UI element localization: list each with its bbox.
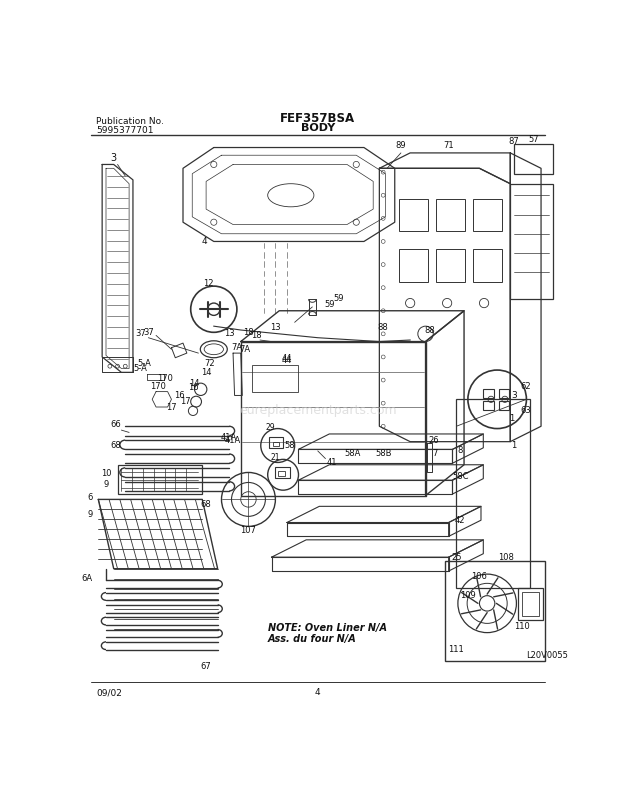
Text: 59: 59 [334,294,343,303]
Text: 9: 9 [87,511,93,519]
Text: 14: 14 [189,379,200,389]
Text: 13: 13 [270,324,281,332]
Text: 106: 106 [472,572,487,581]
Text: 8: 8 [458,446,463,455]
Text: 6: 6 [87,492,93,502]
Bar [445,561,545,661]
Text: 6A: 6A [82,574,93,583]
Bar [518,588,542,620]
Text: L20V0055: L20V0055 [526,651,567,661]
Text: 58: 58 [285,441,295,450]
Bar [399,249,428,282]
Text: 67: 67 [201,662,211,671]
Bar [436,199,465,232]
Bar [498,400,510,410]
Text: 5-A: 5-A [138,358,151,368]
Text: 16: 16 [174,391,185,400]
Text: 88: 88 [377,324,388,332]
Bar [510,184,552,299]
Text: 29: 29 [265,423,275,432]
Text: 111: 111 [448,645,464,654]
Text: 12: 12 [203,278,214,288]
Bar [269,437,283,448]
Text: 107: 107 [241,526,257,534]
Text: 41A: 41A [221,433,237,442]
Text: 37: 37 [143,328,154,337]
Bar [275,467,290,478]
Text: 63: 63 [520,406,531,416]
Text: 88: 88 [424,325,435,335]
Text: 1: 1 [509,414,515,423]
Text: 10: 10 [100,469,111,478]
Text: 42: 42 [455,515,466,525]
Text: 4: 4 [315,688,321,697]
Text: 7A: 7A [231,343,242,352]
Text: 7A: 7A [239,345,250,354]
Text: 14: 14 [201,368,211,377]
Text: 57: 57 [528,136,539,144]
Text: 44: 44 [281,354,292,363]
Bar [436,249,465,282]
Bar [273,442,279,446]
Text: 41A: 41A [225,435,241,445]
Text: Ass. du four N/A: Ass. du four N/A [268,634,356,644]
Text: 59: 59 [324,300,335,309]
Text: 18: 18 [251,331,262,340]
Text: 71: 71 [443,140,454,150]
Text: 5-A: 5-A [134,364,148,373]
Text: 58A: 58A [344,449,361,458]
Text: 25: 25 [451,553,462,561]
Bar [514,144,552,174]
Text: 21: 21 [271,453,280,462]
Text: BODY: BODY [301,123,335,133]
Text: 26: 26 [428,435,438,445]
Text: 18: 18 [243,328,254,337]
Text: 5995377701: 5995377701 [96,126,154,135]
Bar [522,592,539,616]
Text: 41: 41 [326,458,337,467]
Text: 89: 89 [396,140,406,150]
Text: 68: 68 [110,441,122,450]
Bar [456,400,529,588]
Text: 16: 16 [188,383,198,393]
Text: 17: 17 [180,397,190,406]
Text: 58B: 58B [375,449,391,458]
Text: 108: 108 [498,553,515,561]
Bar [399,199,428,232]
Bar [472,249,502,282]
Text: 62: 62 [520,381,531,391]
Bar [472,199,502,232]
Text: 170: 170 [149,381,166,391]
Text: 1: 1 [512,441,516,450]
Text: 7: 7 [432,449,438,458]
Text: 109: 109 [460,591,476,600]
Text: 9: 9 [104,480,108,488]
Text: eureplacementparts.com: eureplacementparts.com [239,404,397,417]
Text: 17: 17 [166,403,177,412]
Text: 58C: 58C [452,472,469,481]
Text: 37: 37 [135,329,146,339]
Bar [118,465,202,494]
Text: 13: 13 [224,329,234,339]
Text: 4: 4 [202,237,207,246]
Text: 3: 3 [512,391,517,400]
Text: 44: 44 [281,356,292,366]
Text: NOTE: Oven Liner N/A: NOTE: Oven Liner N/A [268,623,387,633]
Bar [498,389,510,398]
Text: 110: 110 [514,622,529,631]
Text: 87: 87 [509,137,520,146]
Bar [278,471,285,476]
Text: 170: 170 [157,374,173,383]
Bar [484,400,494,410]
Text: 68: 68 [201,500,211,509]
Bar [484,389,494,398]
Text: 09/02: 09/02 [96,688,122,697]
Text: Publication No.: Publication No. [96,117,164,126]
Text: 3: 3 [110,153,117,163]
Text: FEF357BSA: FEF357BSA [280,112,355,125]
Bar [252,365,298,392]
Text: 72: 72 [205,358,215,368]
Text: 66: 66 [110,420,122,429]
